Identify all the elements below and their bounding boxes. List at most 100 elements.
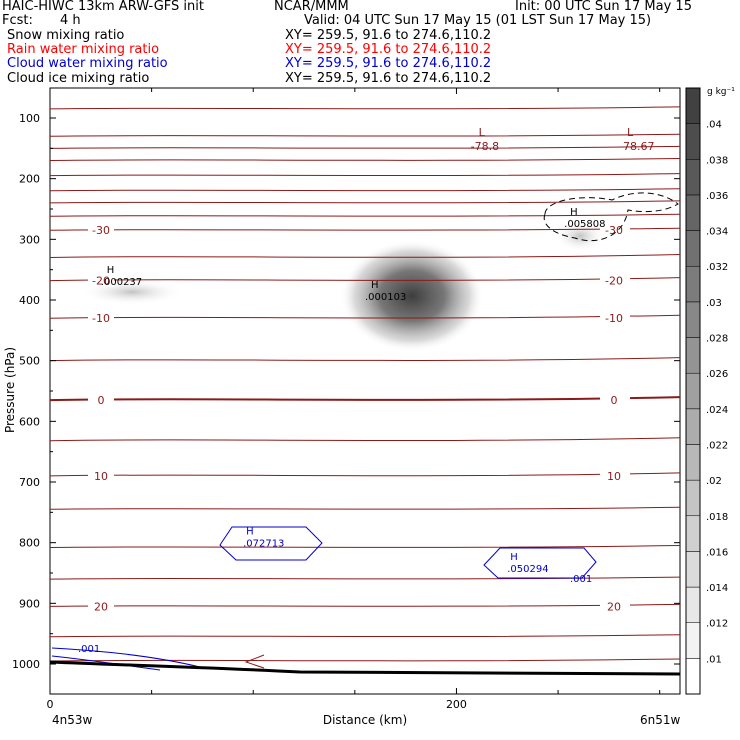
- colorbar-segment: [685, 479, 701, 517]
- temperature-extremum-type: L: [479, 126, 486, 139]
- colorbar-segment: [685, 123, 701, 160]
- temperature-contour: [49, 213, 681, 217]
- contour-label-bg: [88, 273, 114, 287]
- colorbar-segment: [685, 337, 701, 374]
- contour-label-bg: [600, 599, 630, 613]
- cloud-water-contours: [51, 526, 597, 671]
- field-xy-cloud-ice: XY= 259.5, 91.6 to 274.6,110.2: [285, 71, 492, 86]
- cloud-water-maximum-label: H: [246, 526, 254, 537]
- valid-time: Valid: 04 UTC Sun 17 May 15 (01 LST Sun …: [304, 13, 652, 28]
- temperature-contour: [49, 437, 681, 442]
- temperature-contour: [49, 227, 681, 231]
- y-axis-tick-label: 600: [19, 415, 40, 428]
- annotations: L-78.8L-78.67H.000237 H.000103H.005808H.0…: [78, 126, 655, 655]
- cloud-water-level-label: .001: [570, 574, 592, 585]
- temperature-contour-label: -20: [92, 275, 110, 288]
- snow-maximum-value: .005808: [564, 219, 605, 230]
- y-axis-tick-label: 300: [19, 233, 40, 246]
- temperature-contour: [49, 200, 681, 204]
- cloud-water-contour: [483, 547, 597, 579]
- colorbar-unit: g kg⁻¹: [707, 87, 735, 97]
- colorbar-tick-label: .014: [706, 583, 728, 594]
- contour-label-bg: [600, 311, 630, 325]
- colorbar-tick-label: .012: [706, 619, 728, 630]
- colorbar-tick-label: .04: [706, 120, 722, 131]
- colorbar-tick-label: .03: [706, 298, 722, 309]
- temperature-contour: [49, 357, 681, 362]
- temperature-contour-label: 10: [94, 470, 108, 483]
- cloud-water-contour: [51, 647, 201, 668]
- cloud-water-maximum-value: .050294: [507, 564, 548, 575]
- x-axis-right-label: 6n51w: [640, 713, 681, 727]
- temperature-contour-label: 0: [98, 394, 105, 407]
- x-axis-tick-label: 200: [446, 698, 467, 711]
- temperature-extremum-type: L: [627, 126, 634, 139]
- colorbar-tick-label: .032: [706, 262, 728, 273]
- temperature-contour: [49, 314, 681, 319]
- temperature-contour: [244, 654, 265, 669]
- colorbar-tick-label: .038: [706, 155, 728, 166]
- colorbar-segment: [685, 408, 701, 445]
- temperature-contour-label: -10: [92, 312, 110, 325]
- temperature-contour: [49, 634, 681, 638]
- cloud-water-contour: [219, 526, 323, 561]
- temperature-contour: [49, 133, 681, 137]
- x-axis-title: Distance (km): [323, 713, 407, 727]
- temperature-contour: [49, 188, 681, 192]
- field-label-snow: Snow mixing ratio: [7, 28, 125, 43]
- y-axis-tick-label: 900: [19, 597, 40, 610]
- model-title: HAIC-HIWC 13km ARW-GFS init: [2, 0, 204, 14]
- colorbar-tick-label: .022: [706, 440, 728, 451]
- cloud-water-maximum-label: H: [510, 552, 518, 563]
- temperature-contour: [49, 106, 681, 110]
- snow-shading-region: [340, 240, 484, 352]
- contour-label-bg: [88, 393, 114, 407]
- cloud-water-level-label: .001: [78, 644, 100, 655]
- contour-label-bg: [600, 273, 630, 287]
- colorbar-segment: [685, 301, 701, 338]
- colorbar-tick-label: .018: [706, 512, 728, 523]
- colorbar-segment: [685, 551, 701, 588]
- contour-label-bg: [88, 311, 114, 325]
- contour-label-bg: [88, 468, 114, 482]
- fcst-label: Fcst:: [2, 13, 33, 28]
- temperature-contour: [49, 472, 681, 477]
- colorbar-segment: [685, 194, 701, 231]
- field-xy-snow: XY= 259.5, 91.6 to 274.6,110.2: [285, 28, 492, 43]
- temperature-contour: [49, 603, 681, 607]
- temperature-contour-label: -10: [605, 312, 623, 325]
- x-axis: 0 200: [47, 88, 661, 711]
- colorbar-segment: [685, 622, 701, 659]
- field-label-cloud-ice: Cloud ice mixing ratio: [7, 71, 150, 86]
- field-label-rain: Rain water mixing ratio: [7, 42, 160, 57]
- temperature-contour: [49, 658, 681, 662]
- colorbar-segment: [685, 444, 701, 481]
- y-axis-tick-label: 1000: [12, 658, 40, 671]
- temperature-contour: [49, 277, 681, 282]
- y-axis-tick-label: 800: [19, 537, 40, 550]
- colorbar-tick-label: .024: [706, 405, 728, 416]
- colorbar-tick-label: .034: [706, 227, 728, 238]
- temperature-contour: [49, 173, 681, 177]
- x-axis-left-label: 4n53w: [52, 713, 93, 727]
- temperature-contour-label: 0: [611, 394, 618, 407]
- contour-label-bg: [600, 468, 630, 482]
- snow-maximum-label: H: [107, 265, 115, 276]
- temperature-extremum-value: -78.8: [471, 140, 499, 153]
- temperature-contour: [49, 254, 681, 259]
- temperature-extremum-value: -78.67: [619, 140, 654, 153]
- temperature-contour-label: -20: [605, 275, 623, 288]
- y-axis-title: Pressure (hPa): [3, 347, 17, 433]
- colorbar-tick-label: .028: [706, 334, 728, 345]
- init-time: Init: 00 UTC Sun 17 May 15: [515, 0, 692, 14]
- fcst-value: 4 h: [60, 13, 81, 28]
- y-axis-tick-label: 100: [19, 112, 40, 125]
- contour-label-bg: [600, 393, 630, 407]
- colorbar-segment: [685, 372, 701, 410]
- contour-label-bg: [600, 223, 630, 237]
- contour-label-bg: [88, 223, 114, 237]
- field-xy-rain: XY= 259.5, 91.6 to 274.6,110.2: [285, 42, 492, 57]
- y-axis-tick-label: 700: [19, 476, 40, 489]
- temperature-contour-label: -30: [605, 224, 623, 237]
